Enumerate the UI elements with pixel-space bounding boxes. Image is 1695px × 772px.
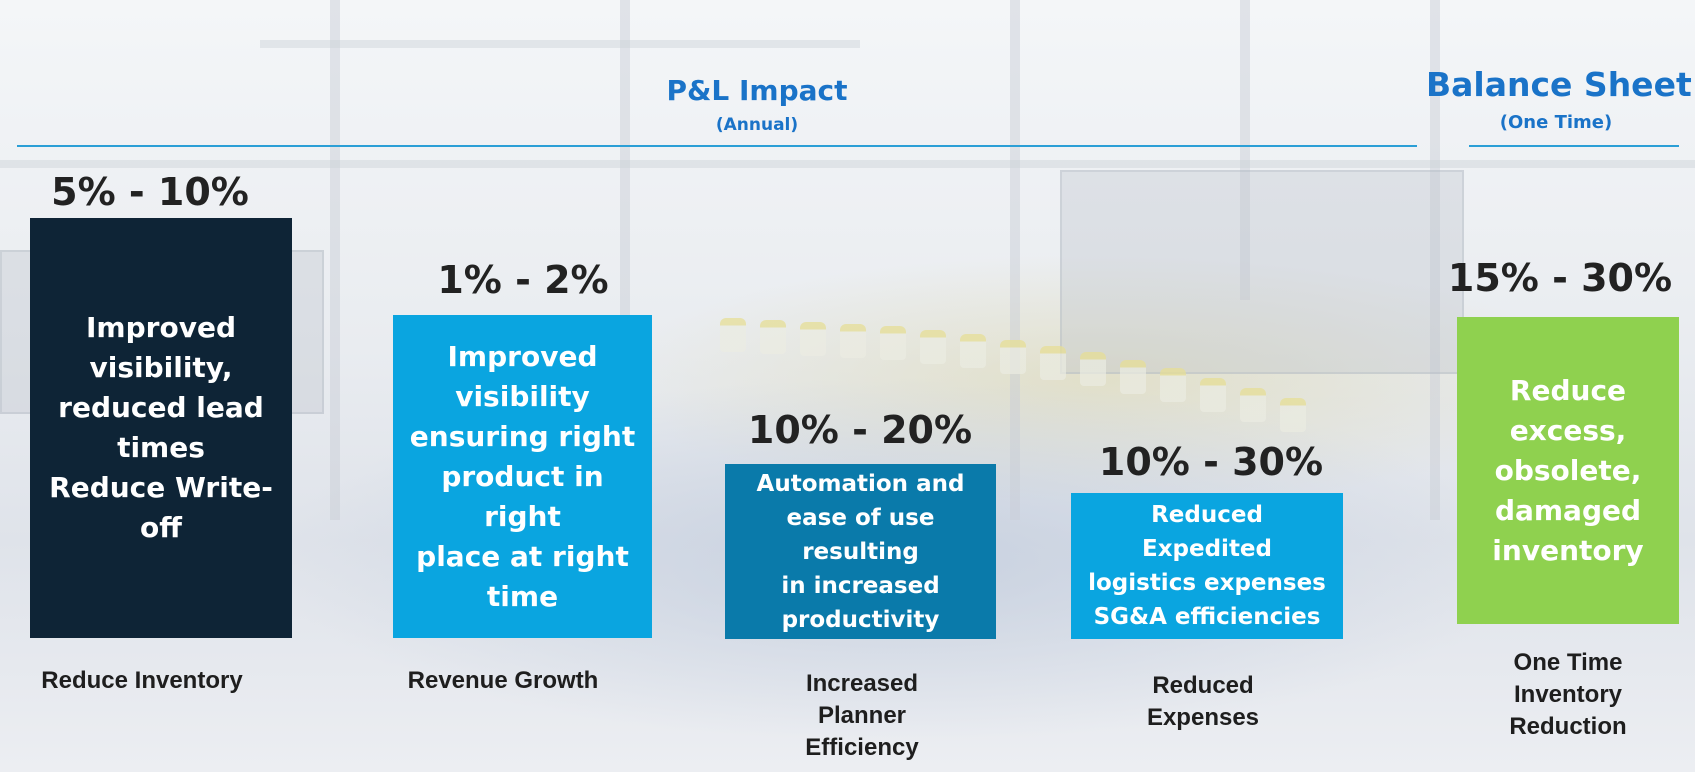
balance-sheet-title: Balance Sheet (1426, 65, 1692, 104)
reduced-expenses-percent: 10% - 30% (1098, 440, 1324, 484)
planner-efficiency-percent: 10% - 20% (747, 408, 973, 452)
balance-sheet-subtitle: (One Time) (1499, 112, 1613, 133)
inventory-reduction-label: One Time Inventory Reduction (1509, 649, 1627, 740)
balance-sheet-divider (1469, 145, 1679, 147)
reduce-inventory-label: Reduce Inventory (41, 667, 243, 694)
pl-impact-subtitle: (Annual) (715, 115, 799, 135)
revenue-growth-box: Improved visibility ensuring right produ… (393, 315, 652, 638)
reduce-inventory-box: Improved visibility, reduced lead times … (30, 218, 292, 638)
pl-impact-divider (17, 145, 1417, 147)
planner-efficiency-label: Increased Planner Efficiency (805, 670, 919, 761)
inventory-reduction-percent: 15% - 30% (1447, 256, 1673, 300)
revenue-growth-percent: 1% - 2% (437, 258, 609, 302)
reduced-expenses-box: Reduced Expedited logistics expenses SG&… (1071, 493, 1343, 639)
pl-impact-title: P&L Impact (666, 74, 848, 107)
revenue-growth-label: Revenue Growth (407, 667, 599, 694)
inventory-reduction-box: Reduce excess, obsolete, damaged invento… (1457, 317, 1679, 624)
reduced-expenses-label: Reduced Expenses (1146, 672, 1260, 731)
planner-efficiency-box: Automation and ease of use resulting in … (725, 464, 996, 639)
reduce-inventory-percent: 5% - 10% (51, 170, 249, 214)
